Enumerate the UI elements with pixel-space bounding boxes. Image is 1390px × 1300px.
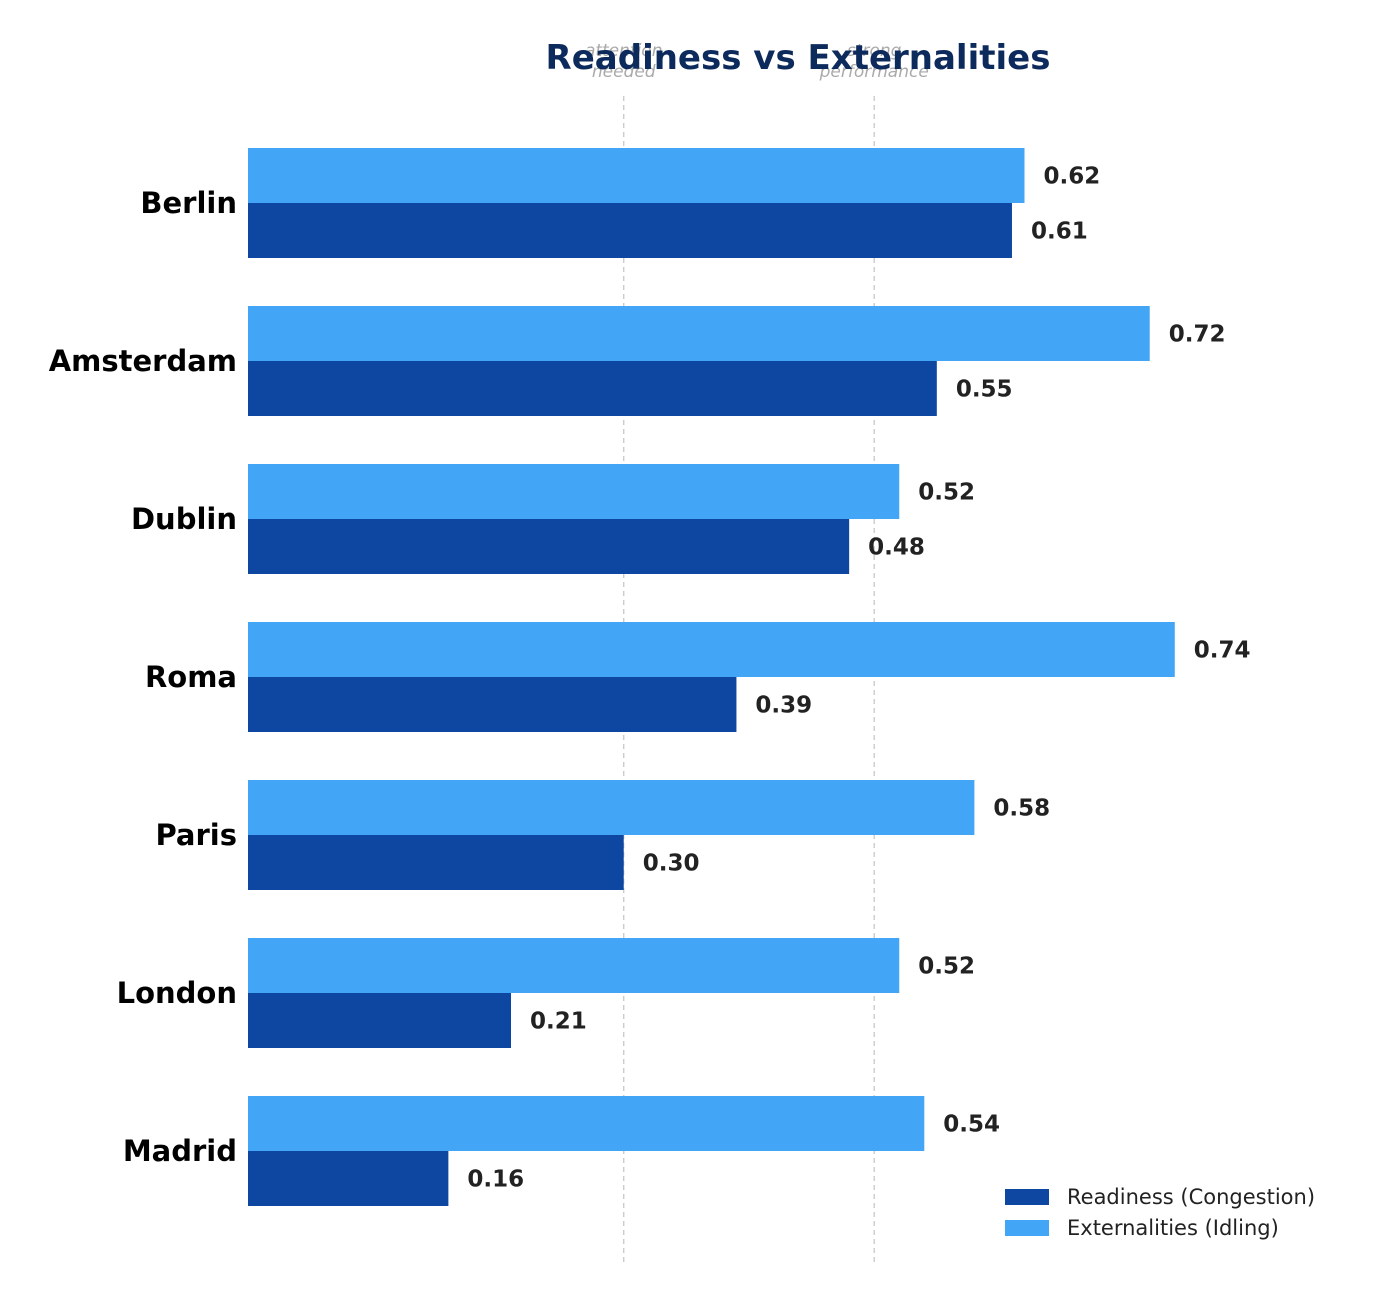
value-label-readiness-amsterdam: 0.55 <box>956 377 1013 403</box>
bar-externalities-amsterdam <box>248 306 1150 361</box>
value-label-externalities-madrid: 0.54 <box>943 1112 1000 1138</box>
value-label-readiness-roma: 0.39 <box>755 693 812 719</box>
value-label-externalities-berlin: 0.62 <box>1043 164 1100 190</box>
value-label-readiness-paris: 0.30 <box>643 851 700 877</box>
value-label-externalities-london: 0.52 <box>918 954 975 980</box>
bar-externalities-paris <box>248 780 975 835</box>
category-label-berlin: Berlin <box>140 186 237 220</box>
category-label-paris: Paris <box>155 818 237 852</box>
bar-externalities-roma <box>248 622 1175 677</box>
bar-readiness-london <box>248 993 512 1048</box>
bar-readiness-paris <box>248 835 624 890</box>
reference-label-2-line-1: strong <box>847 41 902 61</box>
bar-readiness-amsterdam <box>248 361 937 416</box>
value-label-externalities-dublin: 0.52 <box>918 480 975 506</box>
value-label-externalities-roma: 0.74 <box>1194 638 1251 664</box>
legend-label-readiness: Readiness (Congestion) <box>1067 1185 1315 1209</box>
category-label-dublin: Dublin <box>131 502 237 536</box>
category-label-roma: Roma <box>145 660 237 694</box>
category-label-london: London <box>117 976 237 1010</box>
bar-externalities-dublin <box>248 464 900 519</box>
bar-externalities-berlin <box>248 148 1025 203</box>
bar-readiness-madrid <box>248 1151 449 1206</box>
value-label-readiness-dublin: 0.48 <box>868 535 925 561</box>
bar-readiness-berlin <box>248 203 1012 258</box>
legend-swatch-externalities <box>1005 1220 1049 1236</box>
category-label-amsterdam: Amsterdam <box>49 344 237 378</box>
value-label-readiness-berlin: 0.61 <box>1031 219 1088 245</box>
legend: Readiness (Congestion) Externalities (Idl… <box>1005 1185 1315 1240</box>
reference-label-1-line-2: needed <box>592 62 656 82</box>
bar-readiness-roma <box>248 677 737 732</box>
value-label-readiness-madrid: 0.16 <box>467 1167 524 1193</box>
legend-swatch-readiness <box>1005 1189 1049 1205</box>
bar-externalities-london <box>248 938 900 993</box>
value-label-externalities-amsterdam: 0.72 <box>1169 322 1226 348</box>
value-label-externalities-paris: 0.58 <box>993 796 1050 822</box>
category-label-madrid: Madrid <box>123 1134 237 1168</box>
legend-label-externalities: Externalities (Idling) <box>1067 1216 1279 1240</box>
reference-label-1-line-1: attention <box>585 41 663 61</box>
bar-externalities-madrid <box>248 1096 925 1151</box>
chart-title: Readiness vs Externalities <box>546 38 1051 78</box>
value-label-readiness-london: 0.21 <box>530 1009 587 1035</box>
bar-readiness-dublin <box>248 519 850 574</box>
reference-label-2-line-2: performance <box>819 62 929 82</box>
